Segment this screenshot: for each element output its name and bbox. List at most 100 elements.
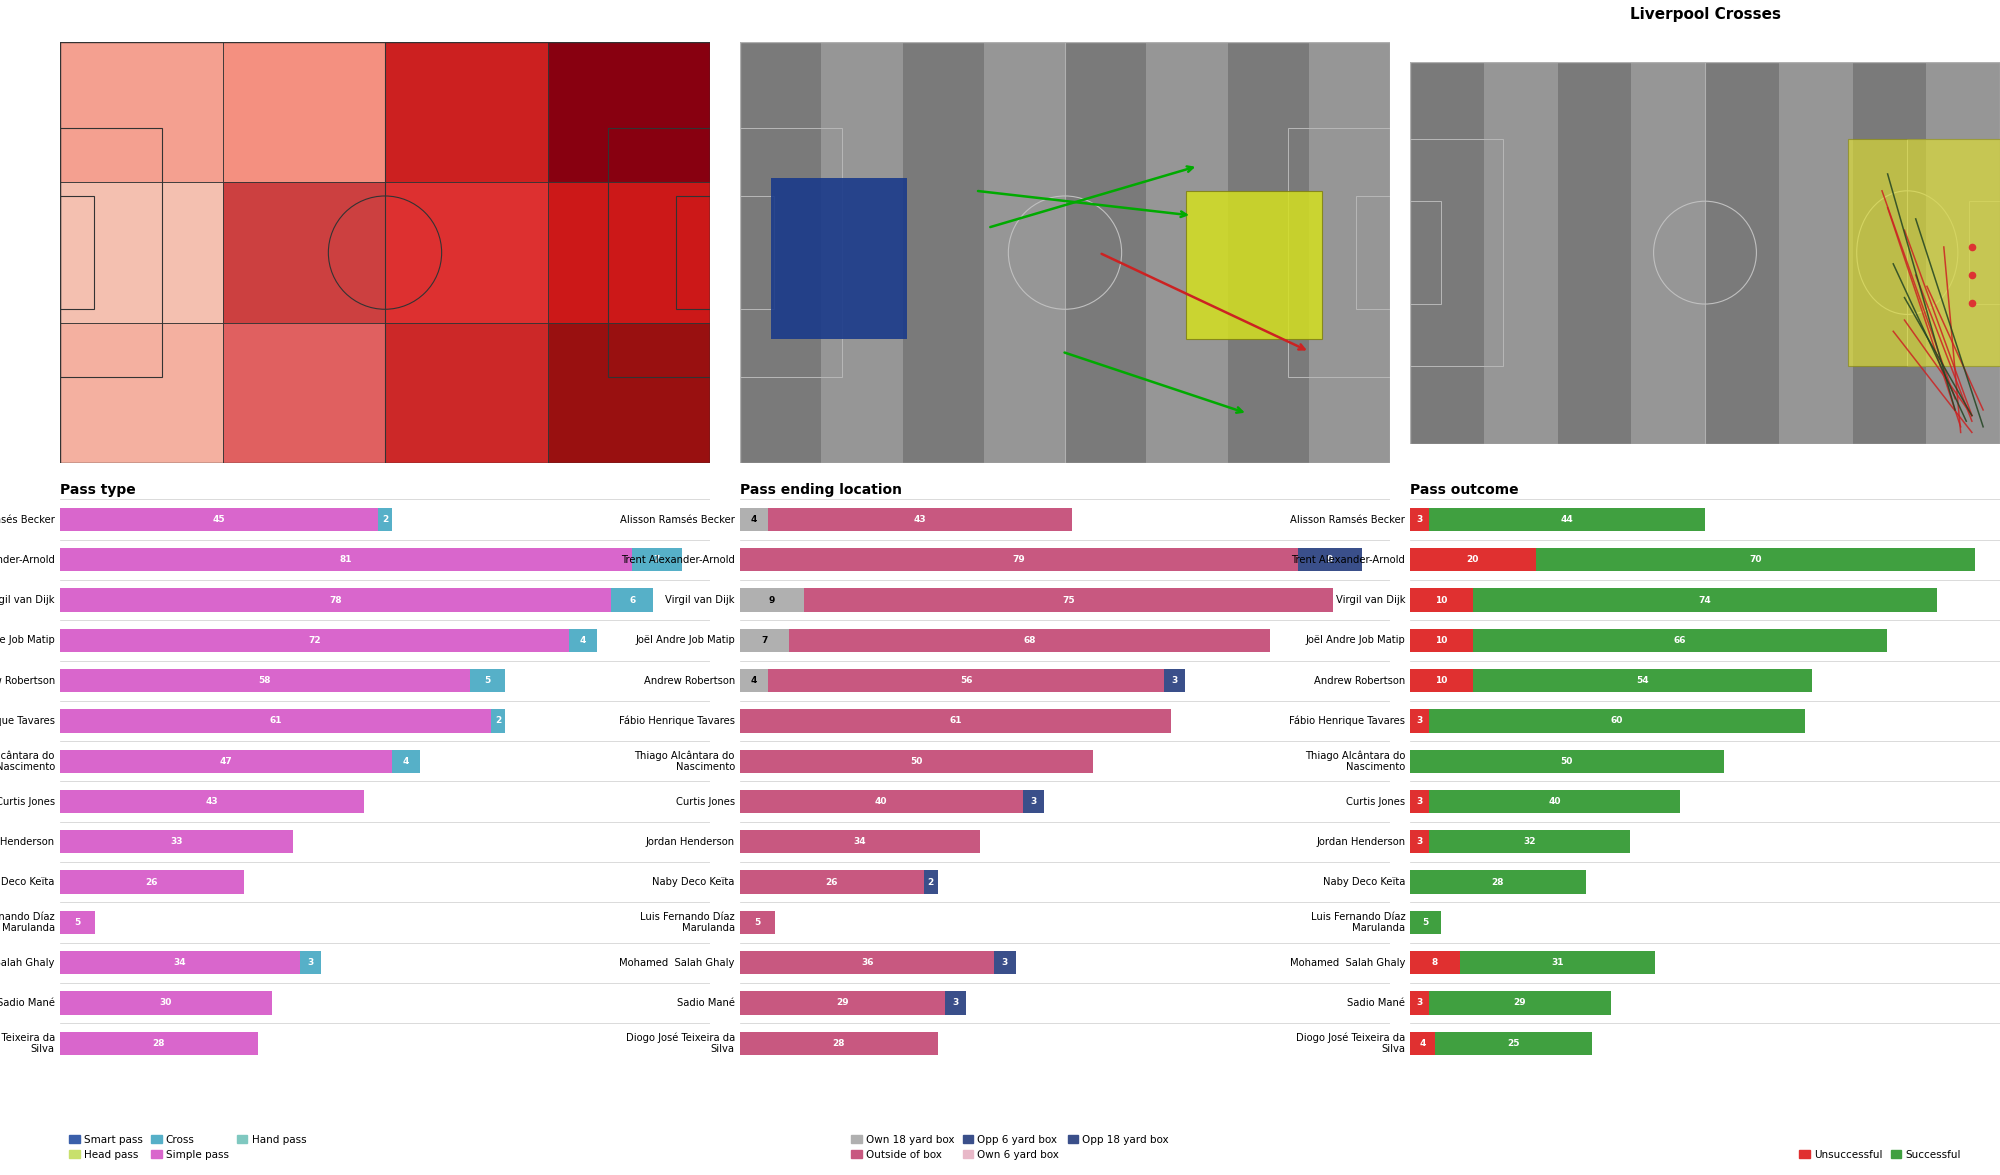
Bar xyxy=(1428,508,1704,531)
Bar xyxy=(740,629,790,652)
Bar xyxy=(944,992,966,1015)
Bar xyxy=(1228,42,1308,463)
Legend: Own 18 yard box, Outside of box, Opp 6 yard box, Own 6 yard box, Opp 18 yard box: Own 18 yard box, Outside of box, Opp 6 y… xyxy=(848,1130,1172,1164)
Bar xyxy=(1410,1032,1436,1055)
Bar xyxy=(1164,669,1186,692)
Text: 2: 2 xyxy=(382,515,388,524)
Text: 4: 4 xyxy=(750,515,758,524)
Bar xyxy=(1410,750,1724,773)
Text: Thiago Alcântara do
Nascimento: Thiago Alcântara do Nascimento xyxy=(634,750,734,772)
Bar xyxy=(1428,790,1680,813)
Text: Virgil van Dijk: Virgil van Dijk xyxy=(666,595,734,605)
Text: 56: 56 xyxy=(960,676,972,685)
Bar xyxy=(1632,61,1704,444)
Bar xyxy=(1428,992,1610,1015)
Text: 50: 50 xyxy=(910,757,922,766)
Text: Curtis Jones: Curtis Jones xyxy=(676,797,734,806)
Bar xyxy=(1410,911,1442,934)
Text: Curtis Jones: Curtis Jones xyxy=(1346,797,1406,806)
Bar xyxy=(740,669,768,692)
Bar xyxy=(1472,669,1812,692)
Text: 9: 9 xyxy=(768,596,774,605)
Text: 81: 81 xyxy=(340,556,352,564)
Bar xyxy=(740,42,822,463)
Bar xyxy=(384,323,548,463)
Text: Mohamed  Salah Ghaly: Mohamed Salah Ghaly xyxy=(620,958,734,968)
Bar xyxy=(568,629,596,652)
Text: 20: 20 xyxy=(1466,556,1478,564)
Text: Andrew Robertson: Andrew Robertson xyxy=(0,676,54,686)
Bar xyxy=(608,128,710,377)
Text: 74: 74 xyxy=(1698,596,1712,605)
Text: 68: 68 xyxy=(1024,636,1036,645)
Bar xyxy=(1410,201,1440,304)
Bar xyxy=(60,42,222,182)
Text: 32: 32 xyxy=(1524,838,1536,846)
Bar xyxy=(60,911,96,934)
Text: 3: 3 xyxy=(1416,717,1422,725)
Bar xyxy=(768,669,1164,692)
Bar xyxy=(740,196,774,309)
Bar xyxy=(470,669,506,692)
Bar xyxy=(392,750,420,773)
Bar xyxy=(1536,548,1974,571)
Text: 3: 3 xyxy=(1030,797,1036,806)
Bar xyxy=(384,42,548,182)
Text: 31: 31 xyxy=(1552,958,1564,967)
Text: Pass outcome: Pass outcome xyxy=(1410,483,1518,497)
Text: Joël Andre Job Matip: Joël Andre Job Matip xyxy=(1306,636,1406,645)
Bar xyxy=(770,179,908,340)
Bar xyxy=(1146,42,1228,463)
Bar xyxy=(60,196,94,309)
Bar xyxy=(740,871,924,894)
Text: 2: 2 xyxy=(494,717,502,725)
Bar xyxy=(1484,61,1558,444)
Text: 28: 28 xyxy=(152,1039,166,1048)
Text: 79: 79 xyxy=(1012,556,1026,564)
Bar xyxy=(804,589,1334,612)
Bar xyxy=(1908,140,2000,365)
Text: 3: 3 xyxy=(1416,999,1422,1007)
Text: 5: 5 xyxy=(484,676,490,685)
Bar xyxy=(676,196,710,309)
Text: 10: 10 xyxy=(1436,596,1448,605)
Text: 47: 47 xyxy=(220,757,232,766)
Bar xyxy=(384,182,548,323)
Text: 78: 78 xyxy=(330,596,342,605)
Bar xyxy=(1970,201,2000,304)
Text: 34: 34 xyxy=(174,958,186,967)
Bar xyxy=(1704,61,1778,444)
Text: 28: 28 xyxy=(1492,878,1504,887)
Text: 3: 3 xyxy=(1172,676,1178,685)
Text: Pass ending location: Pass ending location xyxy=(740,483,902,497)
Text: Thiago Alcântara do
Nascimento: Thiago Alcântara do Nascimento xyxy=(0,750,54,772)
Text: Trent Alexander-Arnold: Trent Alexander-Arnold xyxy=(620,555,734,565)
Text: Liverpool Crosses: Liverpool Crosses xyxy=(1630,7,1780,22)
Text: Andrew Robertson: Andrew Robertson xyxy=(1314,676,1406,686)
Text: Trent Alexander-Arnold: Trent Alexander-Arnold xyxy=(1292,555,1406,565)
Bar xyxy=(1410,508,1428,531)
Bar xyxy=(60,669,470,692)
Bar xyxy=(1410,140,1502,365)
Bar xyxy=(1436,1032,1592,1055)
Text: 70: 70 xyxy=(1748,556,1762,564)
Bar xyxy=(60,951,300,974)
Bar xyxy=(740,992,944,1015)
Text: 29: 29 xyxy=(836,999,848,1007)
Text: 4: 4 xyxy=(404,757,410,766)
Bar xyxy=(740,830,980,853)
Text: 5: 5 xyxy=(74,918,80,927)
Text: Jordan Henderson: Jordan Henderson xyxy=(0,837,54,847)
Bar xyxy=(1356,196,1390,309)
Bar xyxy=(1410,61,1484,444)
Text: Naby Deco Keïta: Naby Deco Keïta xyxy=(0,877,54,887)
Point xyxy=(1956,294,1988,313)
Text: 34: 34 xyxy=(854,838,866,846)
Text: Sadio Mané: Sadio Mané xyxy=(0,998,54,1008)
Point xyxy=(1956,266,1988,284)
Bar xyxy=(60,710,490,733)
Bar xyxy=(1428,830,1630,853)
Bar xyxy=(1778,61,1852,444)
Bar xyxy=(1410,589,1472,612)
Bar xyxy=(60,871,244,894)
